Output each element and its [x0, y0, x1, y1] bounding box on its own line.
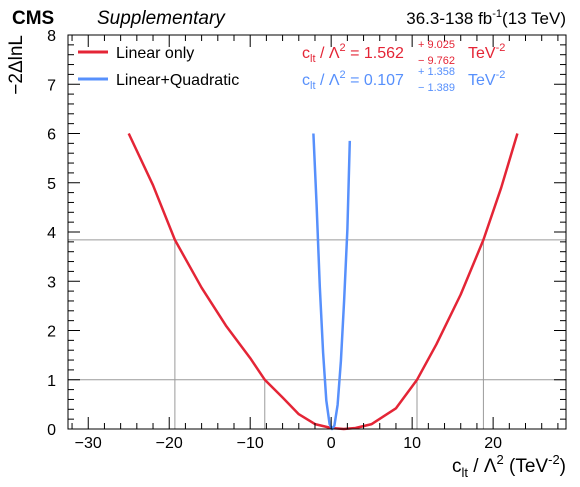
y-tick-label: 7	[47, 77, 56, 94]
result-down: − 9.762	[418, 55, 455, 67]
result-c: c	[302, 45, 310, 62]
result-unit-sup: -2	[496, 69, 506, 81]
x-axis-label-mid: / Λ	[468, 456, 497, 477]
y-tick-label: 0	[47, 422, 56, 439]
result-unit: TeV	[468, 72, 496, 89]
result-up: + 1.358	[418, 66, 455, 78]
result-unit-sup: -2	[496, 42, 506, 54]
luminosity-range: 36.3-138 fb	[406, 9, 492, 28]
energy-label: (13 TeV)	[502, 9, 566, 28]
luminosity-exponent: -1	[492, 8, 502, 20]
axis-ticks: −30 −20 −10 0 10 20 0 1 2 3 4 5 6 7 8	[47, 28, 566, 452]
y-tick-label: 3	[47, 274, 56, 291]
y-axis-label: −2ΔlnL	[6, 35, 27, 95]
curves	[127, 132, 519, 431]
x-axis-label: clt / Λ2 (TeV-2)	[452, 452, 566, 480]
legend: Linear only Linear+Quadratic	[78, 45, 239, 89]
svg-text:clt / Λ2 = 1.562: clt / Λ2 = 1.562	[302, 42, 404, 65]
result-c: c	[302, 72, 310, 89]
x-axis-label-unit: (TeV	[504, 456, 549, 477]
svg-text:TeV-2: TeV-2	[468, 69, 505, 89]
result-sub: lt	[310, 53, 316, 65]
y-tick-label: 5	[47, 176, 56, 193]
result-value: = 0.107	[346, 72, 404, 89]
series-line-linear-only	[127, 132, 519, 431]
legend-label-linear-quadratic: Linear+Quadratic	[116, 72, 239, 89]
y-tick-label: 8	[47, 28, 56, 45]
result-linear-only: clt / Λ2 = 1.562 + 9.025 − 9.762 TeV-2	[302, 39, 505, 67]
reference-lines	[68, 239, 566, 429]
x-tick-label: 0	[327, 435, 336, 452]
x-tick-label: 20	[484, 435, 502, 452]
result-sub: lt	[310, 80, 316, 92]
result-value: = 1.562	[346, 45, 404, 62]
experiment-label: CMS	[12, 8, 54, 29]
svg-text:TeV-2: TeV-2	[468, 42, 505, 62]
result-sup: 2	[340, 42, 346, 54]
svg-text:clt / Λ2 = 0.107: clt / Λ2 = 0.107	[302, 69, 404, 92]
result-mid: / Λ	[316, 45, 340, 62]
y-tick-label: 6	[47, 127, 56, 144]
result-mid: / Λ	[316, 72, 340, 89]
x-axis-label-sub: lt	[461, 465, 468, 480]
series-line-linear-quadratic	[312, 133, 352, 431]
result-up: + 9.025	[418, 39, 455, 51]
result-sup: 2	[340, 69, 346, 81]
luminosity-label: 36.3-138 fb-1(13 TeV)	[406, 8, 566, 28]
x-axis-label-close: )	[560, 456, 566, 477]
x-axis-label-c: c	[452, 456, 462, 477]
x-axis-label-sup: 2	[497, 452, 504, 467]
result-linear-quadratic: clt / Λ2 = 0.107 + 1.358 − 1.389 TeV-2	[302, 66, 505, 94]
result-down: − 1.389	[418, 82, 455, 94]
x-tick-label: −10	[237, 435, 264, 452]
x-axis-label-unit-sup: -2	[548, 452, 560, 467]
status-label: Supplementary	[97, 8, 226, 29]
x-tick-label: −20	[156, 435, 183, 452]
legend-label-linear-only: Linear only	[116, 45, 194, 62]
x-tick-label: −30	[75, 435, 102, 452]
y-tick-label: 4	[47, 225, 56, 242]
y-tick-label: 2	[47, 324, 56, 341]
y-tick-label: 1	[47, 373, 56, 390]
result-unit: TeV	[468, 45, 496, 62]
x-tick-label: 10	[403, 435, 421, 452]
